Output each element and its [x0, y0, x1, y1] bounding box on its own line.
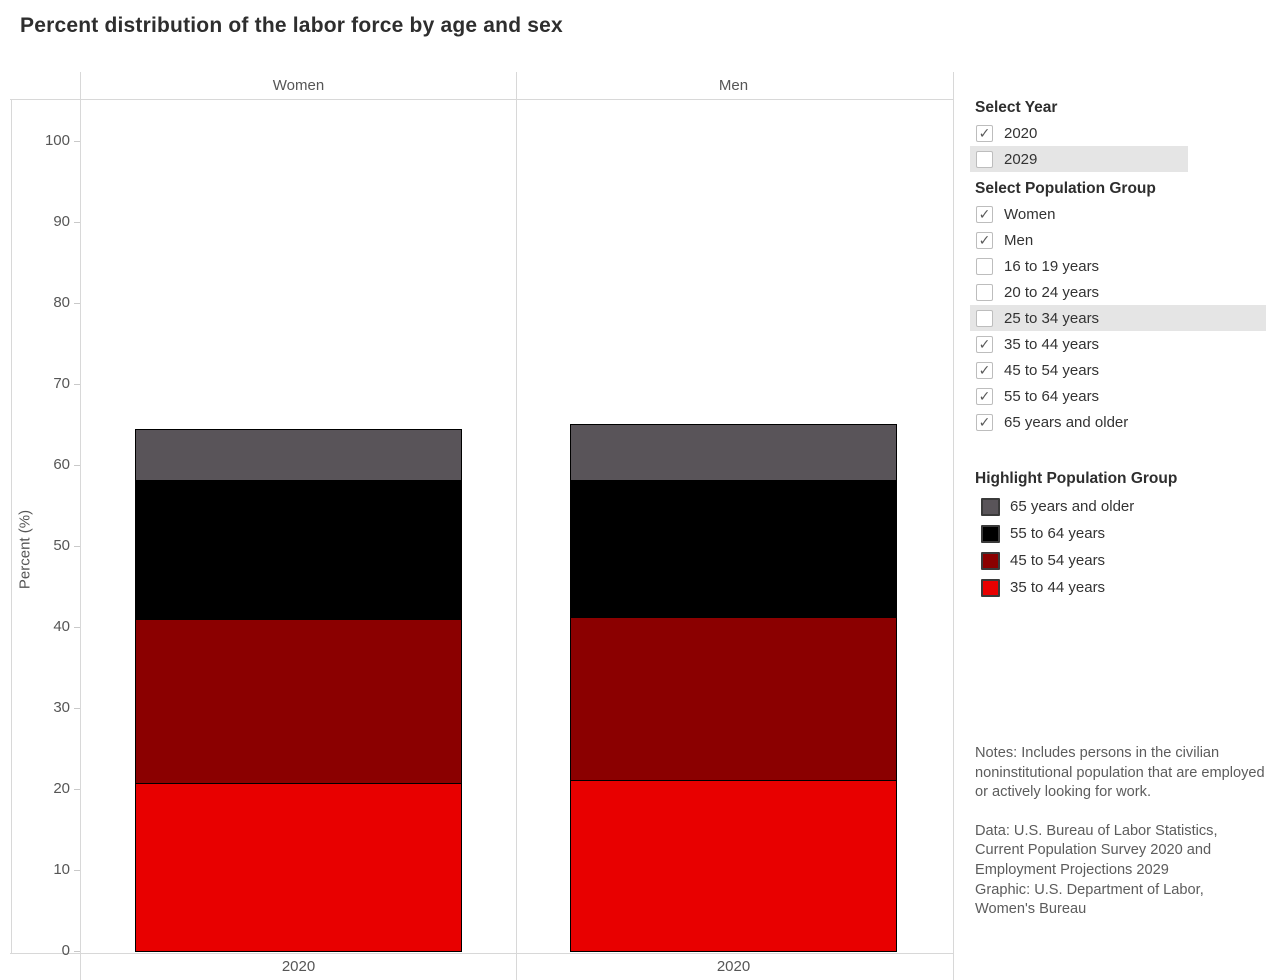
checkbox-row-2020[interactable]: ✓ 2020: [970, 120, 1180, 146]
checkbox-label: 45 to 54 years: [1004, 361, 1100, 379]
y-tick-mark: [74, 708, 80, 709]
bar-segment-women-45-to-54-years[interactable]: [135, 618, 462, 784]
checkbox-row-35-to-44-years[interactable]: ✓ 35 to 44 years: [970, 331, 1180, 357]
column-header-men: Men: [718, 77, 749, 94]
legend-item-65-years-and-older[interactable]: 65 years and older: [981, 493, 1134, 520]
legend-item-45-to-54-years[interactable]: 45 to 54 years: [981, 547, 1105, 574]
checkbox-label: 35 to 44 years: [1004, 335, 1100, 353]
legend-swatch-red: [981, 578, 1000, 597]
checkbox-label: 16 to 19 years: [1004, 257, 1100, 275]
checkbox-row-25-to-34-years[interactable]: 25 to 34 years: [970, 305, 1266, 331]
x-tick-label-men: 2020: [716, 958, 751, 975]
checkbox-row-women[interactable]: ✓ Women: [970, 201, 1180, 227]
checkbox-label: 65 years and older: [1004, 413, 1129, 431]
checkbox-label: 55 to 64 years: [1004, 387, 1100, 405]
notes-block: Notes: Includes persons in the civilian …: [975, 744, 1265, 920]
y-tick-mark: [74, 465, 80, 466]
y-axis-line: [80, 72, 81, 980]
y-tick-mark: [74, 384, 80, 385]
y-tick-label-50: 50: [53, 537, 70, 554]
checkbox-2029[interactable]: [976, 150, 993, 168]
panel-right-border: [953, 72, 954, 980]
checkbox-35-to-44-years[interactable]: ✓: [976, 335, 993, 353]
checkbox-label: Women: [1004, 205, 1056, 223]
checkbox-row-men[interactable]: ✓ Men: [970, 227, 1180, 253]
checkbox-55-to-64-years[interactable]: ✓: [976, 387, 993, 405]
legend-label: 65 years and older: [1010, 498, 1135, 515]
legend-swatch-gray: [981, 497, 1000, 516]
y-tick-label-100: 100: [44, 132, 70, 149]
header-divider-line: [10, 99, 954, 100]
bar-segment-men-65-years-and-older[interactable]: [570, 423, 897, 481]
y-tick-mark: [74, 303, 80, 304]
checkbox-20-to-24-years[interactable]: [976, 283, 993, 301]
notes-text: Notes: Includes persons in the civilian …: [975, 745, 1265, 801]
select-population-title: Select Population Group: [975, 180, 1156, 197]
bar-segment-men-45-to-54-years[interactable]: [570, 617, 897, 782]
checkbox-label: 25 to 34 years: [1004, 309, 1100, 327]
bar-segment-men-35-to-44-years[interactable]: [570, 780, 897, 952]
y-tick-mark: [74, 141, 80, 142]
y-tick-label-80: 80: [53, 294, 70, 311]
y-tick-label-70: 70: [53, 375, 70, 392]
y-tick-label-60: 60: [53, 456, 70, 473]
legend-swatch-dark-red: [981, 551, 1000, 570]
checkbox-row-20-to-24-years[interactable]: 20 to 24 years: [970, 279, 1180, 305]
checkbox-2020[interactable]: ✓: [976, 124, 993, 142]
checkbox-row-55-to-64-years[interactable]: ✓ 55 to 64 years: [970, 383, 1180, 409]
legend-item-55-to-64-years[interactable]: 55 to 64 years: [981, 520, 1105, 547]
chart-title: Percent distribution of the labor force …: [20, 14, 563, 37]
checkbox-label: 20 to 24 years: [1004, 283, 1100, 301]
panel-left-border: [11, 99, 12, 953]
checkbox-65-years-and-older[interactable]: ✓: [976, 413, 993, 431]
checkbox-16-to-19-years[interactable]: [976, 257, 993, 275]
checkbox-45-to-54-years[interactable]: ✓: [976, 361, 993, 379]
y-tick-label-20: 20: [53, 780, 70, 797]
data-source-text: Data: U.S. Bureau of Labor Statistics, C…: [975, 822, 1218, 878]
bar-segment-women-55-to-64-years[interactable]: [135, 480, 462, 620]
legend-label: 55 to 64 years: [1010, 525, 1106, 542]
y-tick-mark: [74, 951, 80, 952]
checkbox-25-to-34-years[interactable]: [976, 309, 993, 327]
y-tick-label-10: 10: [53, 861, 70, 878]
legend-swatch-black: [981, 524, 1000, 543]
checkbox-label: Men: [1004, 231, 1034, 249]
y-tick-mark: [74, 789, 80, 790]
legend-item-35-to-44-years[interactable]: 35 to 44 years: [981, 574, 1105, 601]
x-axis-line: [10, 953, 954, 954]
bar-segment-women-35-to-44-years[interactable]: [135, 782, 462, 952]
legend-label: 45 to 54 years: [1010, 552, 1106, 569]
checkbox-label: 2029: [1004, 150, 1038, 168]
legend-label: 35 to 44 years: [1010, 579, 1106, 596]
y-tick-mark: [74, 546, 80, 547]
x-tick-label-women: 2020: [281, 958, 316, 975]
checkbox-row-45-to-54-years[interactable]: ✓ 45 to 54 years: [970, 357, 1180, 383]
graphic-credit-text: Graphic: U.S. Department of Labor, Women…: [975, 881, 1204, 918]
y-tick-mark: [74, 627, 80, 628]
checkbox-row-16-to-19-years[interactable]: 16 to 19 years: [970, 253, 1180, 279]
bar-segment-men-55-to-64-years[interactable]: [570, 479, 897, 619]
highlight-legend-title: Highlight Population Group: [975, 470, 1178, 487]
panel-divider-line: [516, 72, 517, 980]
checkbox-row-2029[interactable]: 2029: [970, 146, 1188, 172]
column-header-women: Women: [272, 77, 325, 94]
checkbox-label: 2020: [1004, 124, 1038, 142]
checkbox-women[interactable]: ✓: [976, 205, 993, 223]
y-tick-label-0: 0: [61, 942, 70, 959]
checkbox-row-65-years-and-older[interactable]: ✓ 65 years and older: [970, 409, 1180, 435]
bar-segment-women-65-years-and-older[interactable]: [135, 428, 462, 482]
y-tick-label-30: 30: [53, 699, 70, 716]
y-tick-mark: [74, 870, 80, 871]
y-tick-mark: [74, 222, 80, 223]
y-tick-label-40: 40: [53, 618, 70, 635]
select-year-title: Select Year: [975, 99, 1058, 116]
y-tick-label-90: 90: [53, 213, 70, 230]
checkbox-men[interactable]: ✓: [976, 231, 993, 249]
